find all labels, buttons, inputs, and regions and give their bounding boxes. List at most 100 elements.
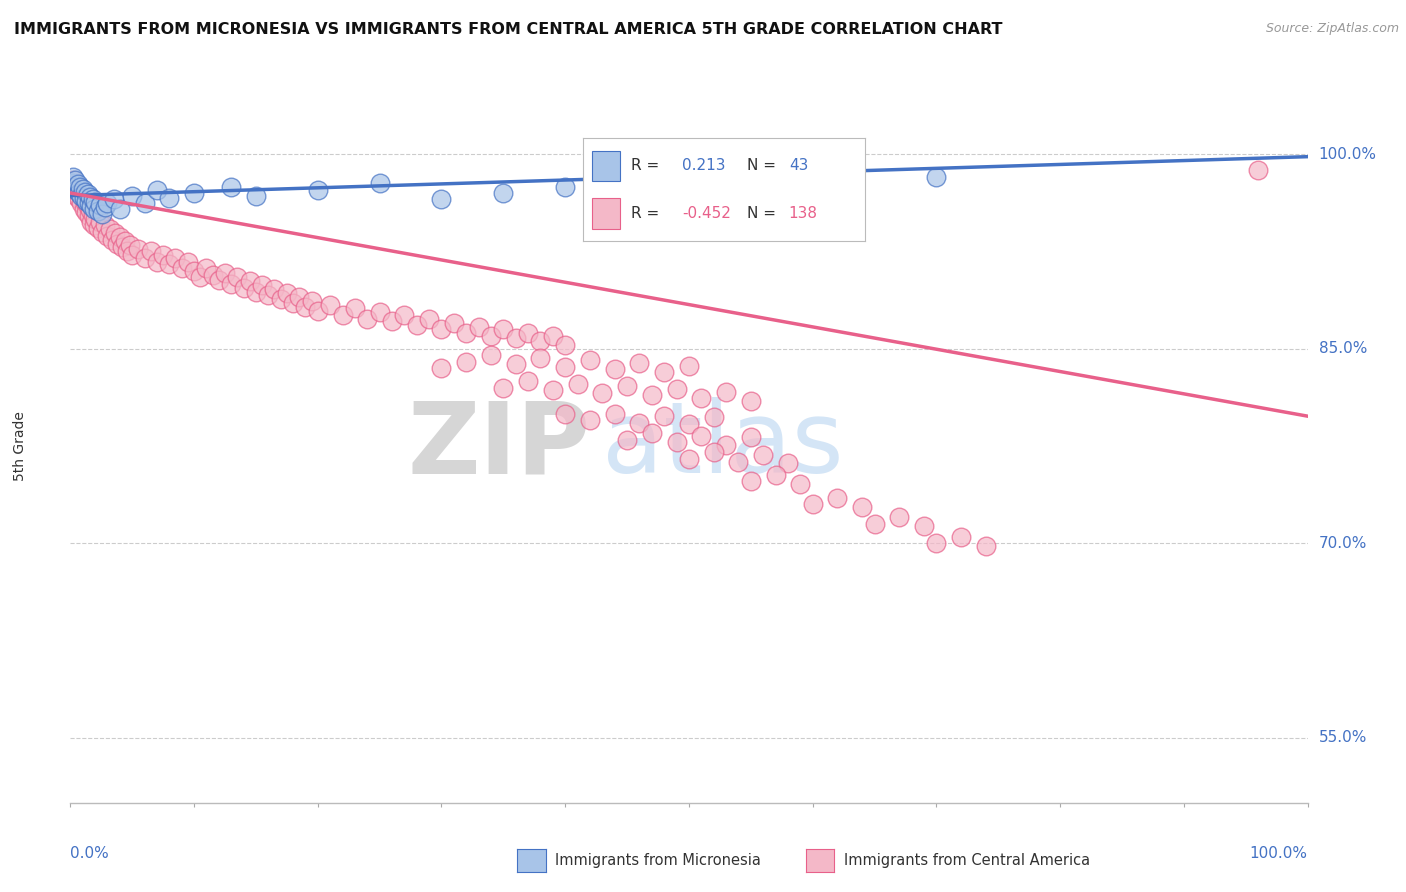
Point <box>288 290 311 304</box>
Text: R =: R = <box>631 159 659 173</box>
Point <box>443 316 465 330</box>
Point <box>67 186 90 200</box>
Point <box>394 308 416 322</box>
Point <box>541 328 564 343</box>
Point <box>579 353 602 368</box>
Point <box>76 187 98 202</box>
Point <box>616 188 638 202</box>
Point <box>80 214 103 228</box>
Point <box>554 338 576 352</box>
Point <box>517 326 540 340</box>
Point <box>456 326 478 340</box>
Point <box>665 435 688 450</box>
Point <box>616 379 638 393</box>
Point <box>77 196 100 211</box>
Point <box>245 188 267 202</box>
Point <box>70 196 93 211</box>
Point <box>456 354 478 368</box>
Point <box>263 282 285 296</box>
Point <box>115 244 138 259</box>
Point <box>703 410 725 425</box>
Point <box>226 270 249 285</box>
Point <box>827 491 849 505</box>
Point <box>83 202 105 216</box>
Point <box>91 207 114 221</box>
Point <box>195 261 218 276</box>
Text: IMMIGRANTS FROM MICRONESIA VS IMMIGRANTS FROM CENTRAL AMERICA 5TH GRADE CORRELAT: IMMIGRANTS FROM MICRONESIA VS IMMIGRANTS… <box>14 22 1002 37</box>
Text: N =: N = <box>747 159 776 173</box>
Point <box>146 183 169 197</box>
Point <box>77 210 100 224</box>
Point <box>381 314 404 328</box>
Point <box>170 261 193 276</box>
Point <box>91 225 114 239</box>
Point <box>505 357 527 371</box>
Point <box>94 219 117 233</box>
Point <box>727 454 749 468</box>
Point <box>208 273 231 287</box>
Point <box>82 208 104 222</box>
Point <box>62 173 84 187</box>
Text: Immigrants from Central America: Immigrants from Central America <box>844 854 1090 868</box>
Point <box>219 179 242 194</box>
Point <box>65 177 87 191</box>
Bar <box>592 151 620 181</box>
Point <box>430 193 453 207</box>
Point <box>430 361 453 376</box>
Point <box>740 393 762 408</box>
Point <box>84 211 107 226</box>
Point <box>492 186 515 200</box>
Point <box>405 318 427 333</box>
Point <box>665 382 688 396</box>
Point <box>72 190 94 204</box>
Point <box>66 182 89 196</box>
Point <box>678 417 700 431</box>
Point <box>72 182 94 196</box>
Point <box>974 539 997 553</box>
Point <box>307 304 329 318</box>
Point <box>641 425 664 440</box>
Point <box>740 430 762 444</box>
Point <box>96 196 118 211</box>
Point <box>752 448 775 462</box>
Text: 70.0%: 70.0% <box>1319 536 1367 550</box>
Point <box>554 359 576 374</box>
Point <box>801 176 824 190</box>
Point <box>703 445 725 459</box>
Point <box>678 183 700 197</box>
Point <box>157 257 180 271</box>
Point <box>157 191 180 205</box>
Point <box>83 219 105 233</box>
Point <box>1247 162 1270 177</box>
Point <box>65 183 87 197</box>
Point <box>152 248 174 262</box>
Text: ZIP: ZIP <box>408 398 591 494</box>
Point <box>863 516 886 531</box>
Point <box>628 416 651 430</box>
Point <box>950 530 973 544</box>
Point <box>301 293 323 308</box>
Point <box>789 476 811 491</box>
Point <box>343 301 366 316</box>
Point <box>60 179 83 194</box>
Point <box>69 186 91 200</box>
Point <box>63 179 86 194</box>
Point <box>368 305 391 319</box>
Text: 55.0%: 55.0% <box>1319 731 1367 746</box>
Point <box>505 331 527 345</box>
Text: 100.0%: 100.0% <box>1319 146 1376 161</box>
Point <box>177 254 200 268</box>
Point <box>368 176 391 190</box>
Point <box>765 467 787 482</box>
Point <box>281 296 304 310</box>
Point <box>714 438 737 452</box>
Point <box>105 236 128 251</box>
Point <box>529 351 551 365</box>
Point <box>66 177 89 191</box>
Text: Source: ZipAtlas.com: Source: ZipAtlas.com <box>1265 22 1399 36</box>
Point <box>678 359 700 373</box>
Point <box>232 281 254 295</box>
Point <box>678 452 700 467</box>
Text: 0.213: 0.213 <box>682 159 725 173</box>
Point <box>89 197 111 211</box>
